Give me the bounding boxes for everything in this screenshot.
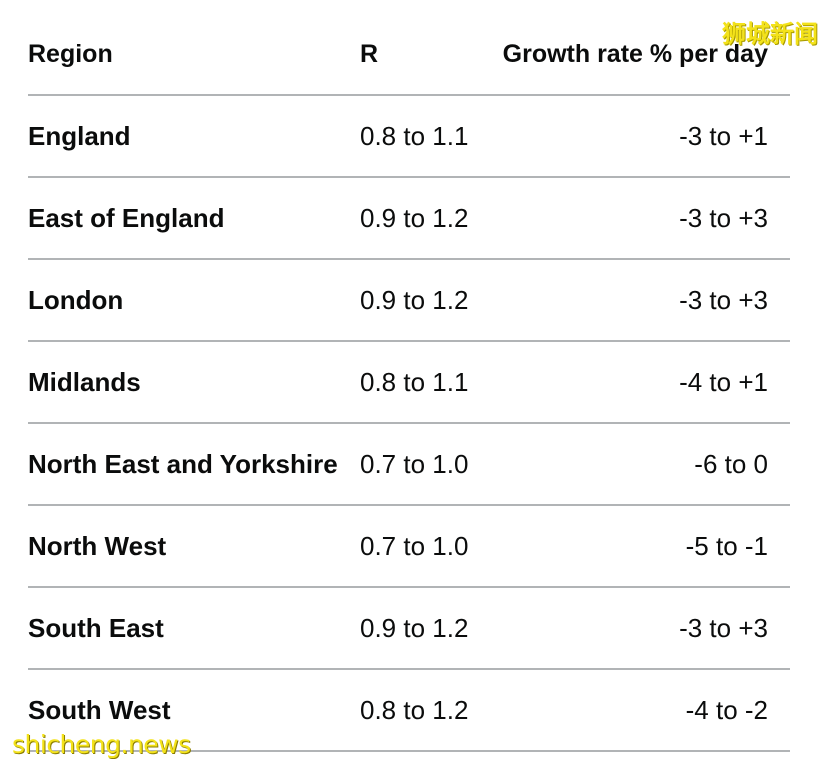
region-cell: South East: [28, 613, 164, 643]
table-row: South West 0.8 to 1.2 -4 to -2: [28, 670, 790, 752]
region-cell: East of England: [28, 203, 225, 233]
table-row: London 0.9 to 1.2 -3 to +3: [28, 260, 790, 342]
growth-cell: -6 to 0: [694, 449, 768, 479]
region-cell: Midlands: [28, 367, 141, 397]
table-row: South East 0.9 to 1.2 -3 to +3: [28, 588, 790, 670]
header-r: R: [360, 39, 379, 68]
watermark-chinese-text: 狮城新闻: [722, 20, 818, 48]
table-row: North West 0.7 to 1.0 -5 to -1: [28, 506, 790, 588]
r-cell: 0.8 to 1.1: [360, 121, 469, 151]
r-cell: 0.8 to 1.2: [360, 695, 469, 725]
regional-r-table: Region R Growth rate % per day England 0…: [28, 14, 790, 752]
table-row: North East and Yorkshire 0.7 to 1.0 -6 t…: [28, 424, 790, 506]
header-growth-rate: Growth rate % per day: [502, 39, 768, 68]
growth-cell: -4 to -2: [685, 695, 768, 725]
header-region: Region: [28, 39, 113, 68]
region-cell: England: [28, 121, 131, 151]
region-cell: South West: [28, 695, 171, 725]
region-cell: North East and Yorkshire: [28, 449, 338, 479]
r-cell: 0.9 to 1.2: [360, 285, 469, 315]
growth-cell: -5 to -1: [685, 531, 768, 561]
r-cell: 0.7 to 1.0: [360, 449, 469, 479]
r-cell: 0.9 to 1.2: [360, 203, 469, 233]
r-cell: 0.7 to 1.0: [360, 531, 469, 561]
growth-cell: -3 to +1: [679, 121, 768, 151]
watermark-site-name: shicheng.news: [12, 730, 191, 759]
r-cell: 0.8 to 1.1: [360, 367, 469, 397]
table-row: East of England 0.9 to 1.2 -3 to +3: [28, 178, 790, 260]
table-header-row: Region R Growth rate % per day: [28, 14, 790, 96]
growth-cell: -3 to +3: [679, 285, 768, 315]
growth-cell: -3 to +3: [679, 613, 768, 643]
table-row: England 0.8 to 1.1 -3 to +1: [28, 96, 790, 178]
region-cell: North West: [28, 531, 167, 561]
table-row: Midlands 0.8 to 1.1 -4 to +1: [28, 342, 790, 424]
growth-cell: -3 to +3: [679, 203, 768, 233]
growth-cell: -4 to +1: [679, 367, 768, 397]
r-cell: 0.9 to 1.2: [360, 613, 469, 643]
region-cell: London: [28, 285, 124, 315]
